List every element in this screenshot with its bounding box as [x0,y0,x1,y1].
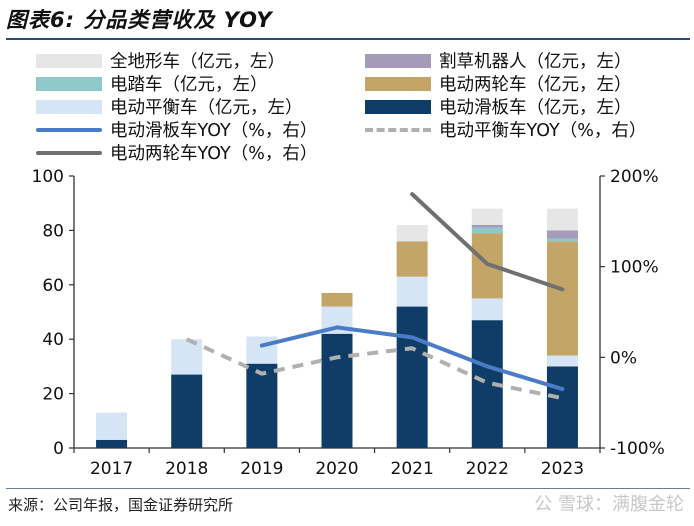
legend-item-mower: 割草机器人（亿元，左） [365,48,632,73]
y-tick-label-left: 100 [32,167,64,187]
x-tick-label: 2018 [165,459,208,479]
bar-segment [471,227,503,234]
y-tick-label-left: 60 [42,276,64,296]
legend-label: 电动两轮车（亿元，左） [439,75,632,95]
bar-segment [471,224,503,228]
bar-segment [546,241,578,356]
x-tick-label: 2021 [391,459,434,479]
legend-line-swatch [36,150,102,155]
legend-item-atv: 全地形车（亿元，左） [36,48,285,73]
legend-swatch [36,53,102,68]
x-tick-label: 2023 [541,459,584,479]
legend-swatch [36,76,102,91]
x-tick-label: 2017 [90,459,133,479]
legend-swatch [365,99,431,114]
x-tick-label: 2020 [315,459,358,479]
title-divider [6,38,690,40]
bar-segment [471,298,503,321]
legend-swatch [365,76,431,91]
source-note: 来源：公司年报，国金证券研究所 [8,496,234,514]
stacked-bar-line-chart: 0 20 40 60 80 100 -100% 0% 100% 200% 2017 2018 2019 2… [32,167,665,479]
x-tick-label: 2019 [240,459,283,479]
legend-label: 割草机器人（亿元，左） [439,52,632,72]
bar-segment [546,238,578,242]
legend-item-balance-yoy: 电动平衡车YOY（%，右） [365,117,646,142]
y-tick-label-right: 0% [610,348,637,368]
legend-label: 全地形车（亿元，左） [110,52,285,72]
legend-label: 电动滑板车YOY（%，右） [110,121,318,141]
bar-segment [396,306,428,448]
bar-segment [96,412,128,440]
bar-segment [321,333,353,448]
x-tick-label: 2022 [466,459,509,479]
legend-label: 电动平衡车YOY（%，右） [439,121,647,141]
legend-swatch [365,53,431,68]
bar-segment [546,355,578,367]
chart-legend: 全地形车（亿元，左） 割草机器人（亿元，左） 电踏车（亿元，左） 电动两轮车（亿… [0,44,694,172]
bar-segment [171,339,203,375]
legend-item-balance: 电动平衡车（亿元，左） [36,94,303,119]
legend-label: 电动两轮车YOY（%，右） [110,144,318,164]
watermark: 公 雪球：满腹金轮 [534,494,684,515]
legend-label: 电踏车（亿元，左） [110,75,268,95]
bar-segment [396,224,428,242]
legend-item-two-wheeler: 电动两轮车（亿元，左） [365,71,632,96]
bar-segment [246,363,278,448]
footer-divider [6,488,690,489]
legend-label: 电动平衡车（亿元，左） [110,98,303,118]
legend-item-scooter: 电动滑板车（亿元，左） [365,94,632,119]
bar-segment [546,208,578,231]
bar-segment [396,241,428,277]
yoy-line [185,337,563,401]
y-tick-label-left: 40 [42,330,64,350]
yoy-line [410,192,565,292]
yoy-line [259,325,565,392]
legend-item-ebike: 电踏车（亿元，左） [36,71,268,96]
y-tick-label-right: -100% [610,439,665,459]
y-tick-label-right: 200% [610,167,659,187]
legend-line-swatch [36,127,102,132]
legend-item-scooter-yoy: 电动滑板车YOY（%，右） [36,117,317,142]
legend-swatch [36,99,102,114]
y-tick-label-left: 20 [42,385,64,405]
bar-segment [546,366,578,448]
legend-label: 电动滑板车（亿元，左） [439,98,632,118]
chart-title: 图表6: 分品类营收及 YOY [6,8,273,32]
y-tick-label-right: 100% [610,258,659,278]
bar-segment [546,230,578,239]
legend-dash-swatch [365,127,431,132]
bar-segment [471,208,503,225]
bar-segment [321,292,353,307]
bar-segment [171,374,203,448]
bar-segment [396,276,428,307]
bar-segment [96,439,128,448]
bar-segment [246,336,278,364]
y-tick-label-left: 0 [53,439,64,459]
legend-item-two-wheeler-yoy: 电动两轮车YOY（%，右） [36,140,317,165]
y-tick-label-left: 80 [42,221,64,241]
